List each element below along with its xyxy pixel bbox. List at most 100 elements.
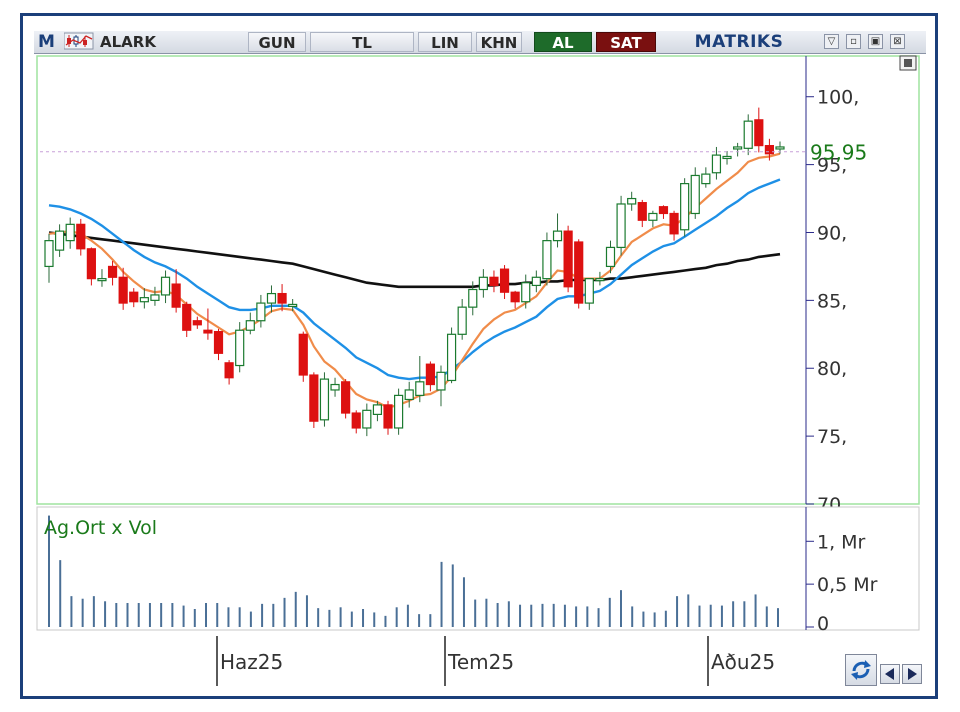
refresh-icon[interactable] xyxy=(845,654,877,686)
volume-tick-label: 0,5 Mr xyxy=(817,574,878,596)
candle-body xyxy=(245,320,255,331)
symbol-field[interactable]: ALARK xyxy=(100,33,156,51)
candle-body xyxy=(182,303,192,331)
candle-body xyxy=(129,291,139,303)
moving-average-long xyxy=(48,231,781,289)
candle-body xyxy=(521,282,531,303)
candle-body xyxy=(192,320,202,326)
candle-body xyxy=(107,265,118,278)
volume-tick-label: 1, Mr xyxy=(817,531,866,553)
volume-panel xyxy=(36,506,920,631)
time-axis-labels: Haz25 Tem25 Aðu25 xyxy=(216,636,775,686)
candle-body xyxy=(680,183,690,231)
last-price-label: 95,95 xyxy=(810,141,867,165)
candlestick-chart-icon[interactable] xyxy=(63,32,96,52)
candle-body xyxy=(394,394,404,429)
candle-body xyxy=(86,248,96,280)
candle-body xyxy=(330,383,340,391)
price-tick-label: 85, xyxy=(817,290,847,312)
candle-body xyxy=(637,202,647,221)
candle-body xyxy=(658,206,669,215)
candle-body xyxy=(277,292,287,304)
brand-logo: MATRIKS xyxy=(694,32,784,52)
candle-body xyxy=(118,276,128,304)
minimize-icon[interactable]: ▫ xyxy=(846,34,861,49)
candle-body xyxy=(584,278,594,304)
close-icon[interactable]: ⊠ xyxy=(890,34,905,49)
scroll-right-icon[interactable] xyxy=(902,664,922,684)
candle-body xyxy=(711,154,722,174)
moving-average-mid xyxy=(48,178,781,381)
dropdown-icon[interactable]: ▽ xyxy=(824,34,839,49)
candle-body xyxy=(203,329,213,334)
candle-body xyxy=(605,246,616,268)
candle-body xyxy=(690,174,700,215)
candle-body xyxy=(266,292,277,304)
candle-body xyxy=(478,276,488,291)
candle-body xyxy=(764,145,775,155)
period-label[interactable]: M xyxy=(38,32,55,52)
price-tick-label: 100, xyxy=(817,87,859,109)
scroll-left-icon[interactable] xyxy=(880,664,900,684)
candle-body xyxy=(754,119,764,147)
candle-body xyxy=(372,404,383,416)
volume-panel-title: Ag.Ort x Vol xyxy=(44,517,157,539)
moving-average-short xyxy=(48,152,781,409)
candle-body xyxy=(563,230,573,288)
candle-body xyxy=(319,378,330,421)
candle-body xyxy=(97,278,107,282)
candle-body xyxy=(743,120,753,149)
price-panel xyxy=(36,55,920,505)
candle-body xyxy=(404,389,414,401)
candle-body xyxy=(150,294,160,301)
candle-body xyxy=(468,288,478,308)
candle-body xyxy=(669,212,679,235)
candle-body xyxy=(595,278,605,282)
maximize-icon[interactable]: ▣ xyxy=(868,34,883,49)
candle-body xyxy=(616,203,626,249)
candle-body xyxy=(256,302,266,322)
candle-body xyxy=(542,240,552,280)
scale-button[interactable]: LIN xyxy=(418,32,472,52)
candle-body xyxy=(552,230,563,242)
candle-body xyxy=(362,409,372,429)
candle-body xyxy=(436,371,446,391)
candle-body xyxy=(65,223,75,242)
buy-button[interactable]: AL xyxy=(534,32,592,52)
candle-body xyxy=(531,276,541,287)
candle-body xyxy=(510,291,520,303)
price-tick-label: 95, xyxy=(817,155,847,177)
sell-button[interactable]: SAT xyxy=(596,32,656,52)
candle-body xyxy=(489,276,499,287)
time-tick-label: Haz25 xyxy=(220,650,283,674)
candle-body xyxy=(44,240,54,268)
last-price-marker: 95,95 xyxy=(40,141,867,165)
time-tick-label: Tem25 xyxy=(447,650,514,674)
candle-body xyxy=(499,268,510,293)
candle-body xyxy=(457,306,467,335)
candle-body xyxy=(733,146,743,150)
candle-body xyxy=(160,276,171,296)
candle-body xyxy=(383,404,393,429)
time-axis xyxy=(37,633,813,687)
candle-body xyxy=(648,212,658,221)
khn-button[interactable]: KHN xyxy=(476,32,522,52)
candle-body xyxy=(341,381,351,414)
candle-body xyxy=(213,330,224,354)
currency-button[interactable]: TL xyxy=(310,32,414,52)
candle-body xyxy=(425,363,435,386)
time-tick-label: Aðu25 xyxy=(711,650,775,674)
candle-body xyxy=(235,329,245,367)
interval-button[interactable]: GUN xyxy=(248,32,306,52)
candle-body xyxy=(224,362,234,379)
candle-body xyxy=(722,155,732,160)
candle-body xyxy=(775,146,785,150)
candlesticks xyxy=(44,107,785,437)
volume-axis: 0 0,5 Mr 1, Mr xyxy=(806,531,878,635)
price-tick-label: 80, xyxy=(817,358,847,380)
candle-body xyxy=(309,374,319,422)
chart-toolbar: M ALARK GUN TL LIN KHN AL SAT MATRIKS ▽ … xyxy=(34,31,926,54)
price-tick-label: 90, xyxy=(817,222,847,244)
moving-average-lines xyxy=(48,152,781,409)
